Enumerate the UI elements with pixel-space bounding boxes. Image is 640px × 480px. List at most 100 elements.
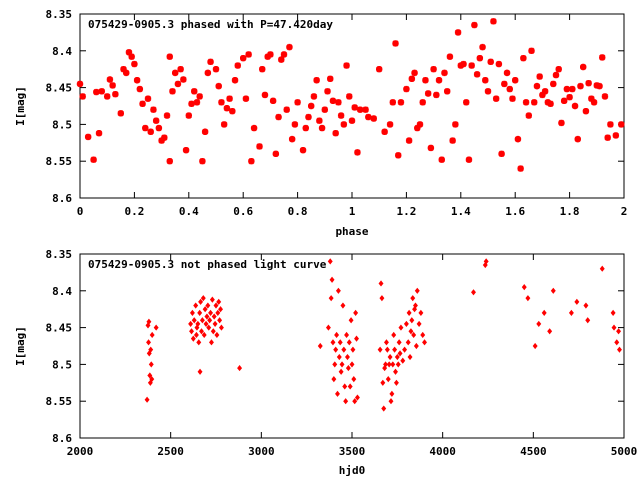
phased-data-point [166, 158, 173, 165]
phased-data-point [351, 104, 358, 111]
phased-data-point [555, 66, 562, 73]
phased-light-curve-panel: 0 0.2 0.4 0.6 0.8 1 1.2 1.4 1.6 1.8 2 8.35 8.4 8.45 8.… [14, 8, 627, 238]
unphased-data-point [525, 295, 531, 302]
unphased-data-point [333, 346, 339, 353]
unphased-x-axis-label: hjd0 [339, 464, 366, 477]
phased-x-tick-label: 0.2 [124, 205, 144, 218]
unphased-data-point [611, 324, 617, 331]
phased-data-point [433, 91, 440, 99]
unphased-data-point [387, 353, 393, 361]
phased-data-point [316, 117, 323, 124]
phased-data-point [468, 62, 475, 69]
unphased-data-point [408, 328, 414, 335]
unphased-data-point [379, 295, 385, 302]
unphased-data-point [405, 339, 411, 346]
phased-data-point [109, 82, 116, 89]
unphased-data-point [204, 313, 210, 320]
phased-data-point [191, 88, 198, 95]
phased-data-point [172, 69, 179, 77]
phased-data-point [449, 137, 456, 144]
unphased-data-point [409, 317, 415, 324]
phased-data-point [144, 95, 152, 102]
phased-data-point [506, 85, 513, 93]
phased-data-point [444, 88, 451, 95]
unphased-data-point [349, 361, 355, 368]
unphased-data-point [402, 346, 408, 353]
phased-data-point [332, 130, 339, 137]
phased-data-point [212, 66, 220, 73]
phased-data-point [104, 93, 111, 100]
unphased-data-point [210, 328, 216, 335]
unphased-data-point [217, 317, 223, 324]
unphased-data-point [200, 295, 206, 302]
phased-data-point [196, 93, 203, 100]
phased-data-point [120, 66, 127, 73]
unphased-data-point [383, 339, 389, 346]
unphased-data-point [197, 368, 203, 375]
unphased-data-point [568, 309, 574, 316]
unphased-x-tick-label: 2500 [157, 445, 184, 458]
phased-data-point [514, 135, 522, 143]
phased-data-point [234, 62, 241, 69]
unphased-data-point [352, 398, 358, 405]
unphased-data-point [482, 261, 488, 269]
phased-data-point [533, 82, 541, 90]
phased-data-point [313, 77, 320, 84]
phased-data-point [397, 99, 405, 106]
unphased-data-point [348, 317, 354, 324]
phased-data-point [362, 106, 369, 113]
unphased-data-point [334, 331, 340, 339]
phased-data-point [84, 133, 92, 141]
unphased-data-point [389, 390, 395, 397]
unphased-data-point [398, 324, 404, 331]
phased-data-point [95, 130, 103, 137]
phased-data-point [446, 53, 454, 60]
unphased-data-point [336, 353, 342, 361]
unphased-data-point [547, 328, 553, 335]
unphased-data-point [327, 258, 333, 265]
phased-data-point [430, 66, 437, 73]
phased-data-point [142, 124, 149, 132]
unphased-data-point [400, 357, 406, 364]
phased-data-point [566, 93, 573, 101]
phased-data-point [389, 99, 396, 106]
unphased-x-tick-label: 4000 [429, 445, 456, 458]
phased-data-point [354, 149, 361, 156]
phased-data-point [229, 107, 236, 115]
unphased-data-point [541, 309, 547, 316]
unphased-data-point [146, 339, 152, 346]
unphased-y-tick-label: 8.35 [46, 248, 73, 261]
phased-data-point [571, 102, 579, 110]
unphased-data-point [317, 342, 323, 350]
phased-data-point [329, 97, 337, 105]
phased-x-tick-label: 1.2 [396, 205, 416, 218]
phased-data-point [240, 54, 247, 62]
unphased-data-point [325, 324, 331, 331]
phased-data-point [180, 76, 187, 83]
phased-y-tick-label: 8.6 [52, 192, 72, 205]
phased-data-point [612, 132, 620, 139]
phased-data-point [522, 99, 530, 106]
phased-data-point [356, 106, 364, 113]
unphased-data-point [393, 368, 398, 375]
phased-data-point [604, 134, 611, 141]
unphased-data-point [394, 353, 400, 361]
unphased-data-point [413, 302, 418, 309]
phased-data-point [416, 121, 424, 128]
unphased-y-tick-label: 8.55 [46, 395, 73, 408]
phased-data-point [596, 82, 603, 90]
phased-data-point [588, 95, 595, 102]
phased-data-point [150, 106, 157, 113]
phased-data-point [248, 158, 255, 165]
phased-data-point [294, 99, 301, 106]
phased-data-point [155, 124, 163, 132]
unphased-data-point [330, 339, 336, 346]
unphased-data-point [377, 346, 383, 353]
phased-data-point [346, 93, 353, 100]
unphased-data-point [397, 350, 403, 357]
phased-x-tick-label: 1.6 [505, 205, 525, 218]
phased-data-point [479, 43, 486, 51]
phased-data-point [123, 69, 130, 77]
phased-chart-title: 075429-0905.3 phased with P=47.420day [88, 18, 333, 31]
unphased-data-point [332, 361, 338, 368]
